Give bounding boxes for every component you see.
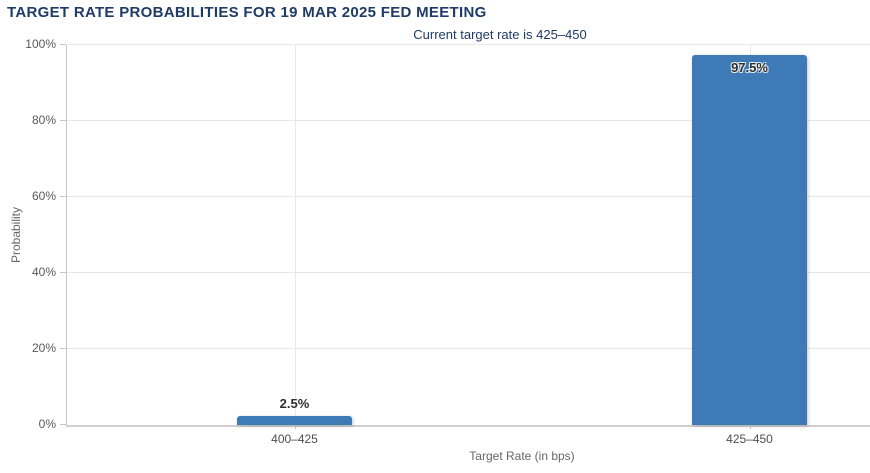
bar <box>237 415 352 425</box>
category-gridline <box>294 45 296 425</box>
y-gridline <box>67 272 870 273</box>
y-gridline <box>67 120 870 121</box>
y-tick-mark <box>60 348 66 349</box>
y-tick-mark <box>60 120 66 121</box>
plot-area: Target Rate (in bps) 400–425 2.5% 425–450 9… <box>66 44 870 463</box>
y-gridline <box>67 348 870 349</box>
x-tick-mark <box>749 425 751 429</box>
x-axis-title: Target Rate (in bps) <box>469 449 575 463</box>
y-tick-label: 100% <box>25 37 56 51</box>
x-tick-mark <box>294 425 296 429</box>
y-tick-label: 60% <box>31 189 56 203</box>
y-tick-mark <box>60 196 66 197</box>
y-tick-mark <box>60 424 66 425</box>
x-tick-label: 425–450 <box>726 432 773 446</box>
y-tick-label: 0% <box>38 417 56 431</box>
y-tick-label: 20% <box>31 341 56 355</box>
bar-data-label: 2.5% <box>279 395 310 411</box>
y-axis: 0% 20% 40% 60% 80% 100% <box>0 37 66 431</box>
bar-data-label: 97.5% <box>731 59 768 75</box>
y-tick-label: 40% <box>31 265 56 279</box>
y-gridline <box>67 44 870 45</box>
y-tick-mark <box>60 44 66 45</box>
bar <box>692 54 807 425</box>
y-tick-mark <box>60 272 66 273</box>
y-tick-label: 80% <box>31 113 56 127</box>
chart-subtitle: Current target rate is 425–450 <box>413 27 587 42</box>
chart-title: TARGET RATE PROBABILITIES FOR 19 MAR 202… <box>7 4 487 21</box>
y-gridline <box>67 196 870 197</box>
x-tick-label: 400–425 <box>271 432 318 446</box>
